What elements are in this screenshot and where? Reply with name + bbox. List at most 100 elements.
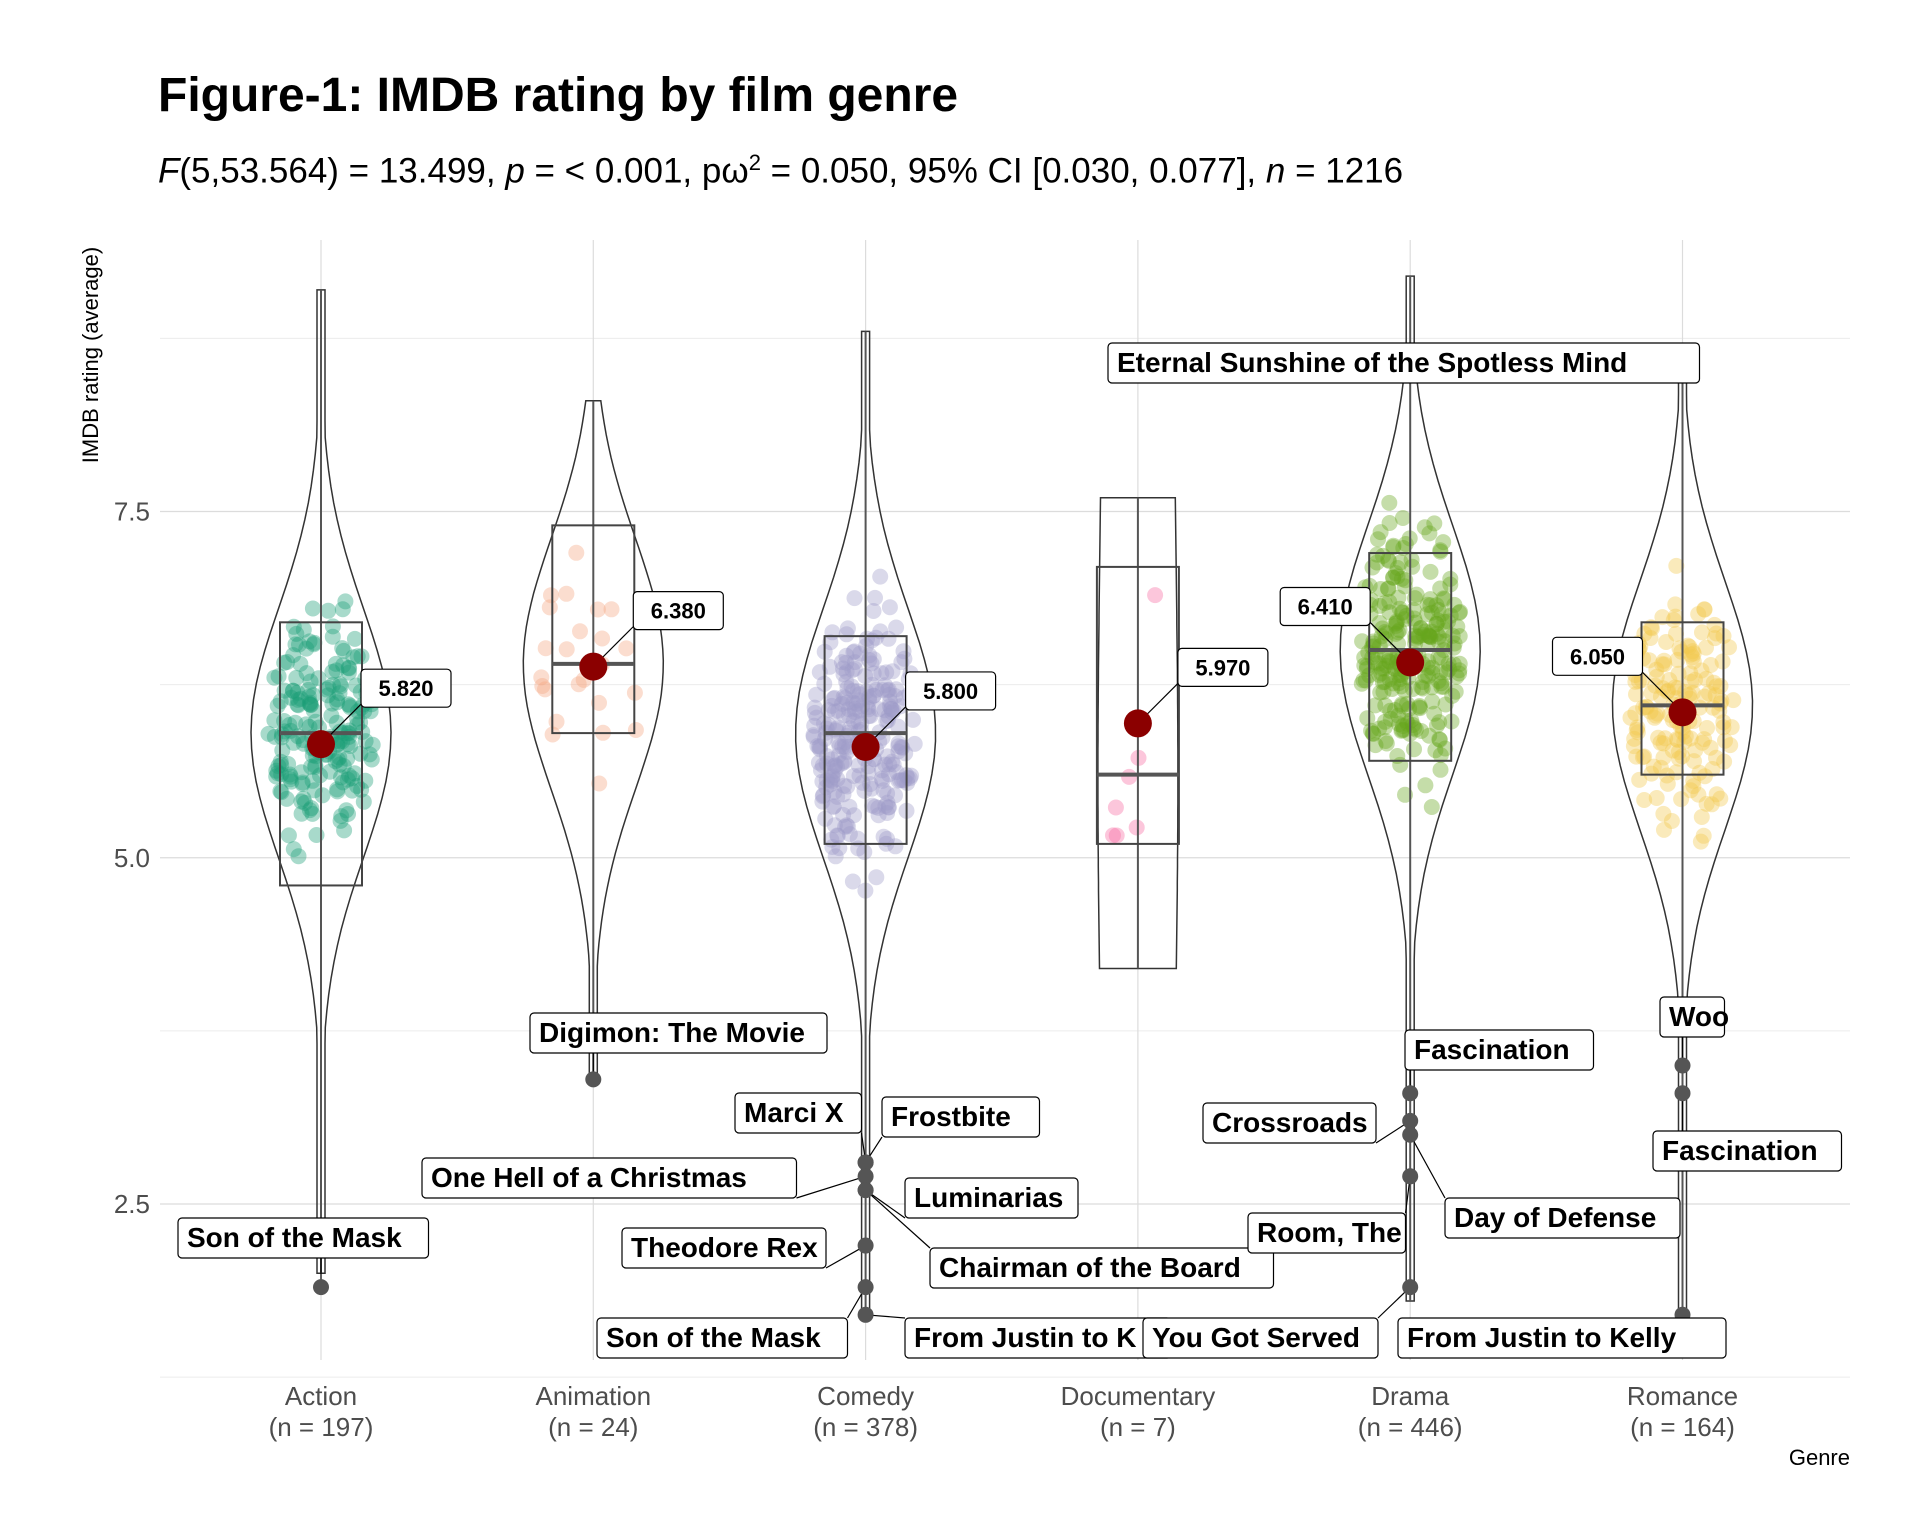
box-romance [1640, 621, 1725, 776]
data-point [1704, 761, 1721, 777]
data-point [627, 722, 644, 738]
data-point [1376, 719, 1393, 736]
data-point [809, 738, 826, 754]
data-point [283, 689, 300, 706]
data-point [878, 664, 895, 681]
outlier-label: Marci X [744, 1097, 844, 1128]
data-point [1380, 653, 1397, 669]
data-point [1372, 581, 1389, 597]
data-point [1685, 772, 1702, 789]
data-point [879, 785, 896, 802]
data-point [1396, 611, 1413, 628]
data-point [839, 743, 855, 760]
data-point [879, 805, 896, 821]
outlier-point [857, 1279, 874, 1296]
chart-subtitle: F(5,53.564) = 13.499, p = < 0.001, pω2 =… [158, 150, 1403, 192]
data-point [329, 694, 346, 711]
outlier-label: Room, The [1257, 1217, 1402, 1248]
outlier-label-box [1397, 1317, 1727, 1359]
data-point [1375, 660, 1392, 677]
data-point [1625, 738, 1642, 755]
outlier-label-box [621, 1227, 827, 1269]
data-point [1427, 742, 1444, 759]
mean-label-drama: 6.410 [1298, 594, 1353, 619]
outlier-point [1402, 1112, 1419, 1129]
data-point [836, 777, 853, 794]
data-point [1685, 645, 1702, 662]
data-point [334, 733, 351, 750]
data-point [1432, 649, 1449, 666]
data-point [305, 636, 322, 653]
data-point [883, 700, 900, 717]
data-point [300, 688, 317, 705]
data-point [851, 686, 868, 703]
data-point [874, 681, 891, 698]
outlier-point [1402, 1168, 1419, 1185]
data-point [873, 770, 890, 787]
data-point [302, 696, 319, 713]
data-point [1431, 731, 1448, 748]
data-point [314, 787, 331, 804]
outlier-leader-line [1409, 1134, 1446, 1199]
data-point [301, 633, 318, 650]
x-tick-count-comedy: (n = 378) [813, 1412, 918, 1442]
data-point [1668, 625, 1684, 642]
x-tick-count-drama: (n = 446) [1358, 1412, 1463, 1442]
data-point [1685, 653, 1702, 670]
data-point [1428, 616, 1445, 632]
data-point [341, 767, 358, 784]
data-point [839, 680, 856, 696]
mean-point-romance [1668, 698, 1697, 727]
data-point [331, 749, 348, 766]
data-point [839, 620, 856, 637]
data-point [334, 601, 351, 618]
data-point [1681, 638, 1698, 655]
data-point [339, 771, 356, 788]
data-point [290, 848, 307, 865]
data-point [1665, 612, 1682, 628]
subtitle-f-args: (5,53.564) = 13.499, [179, 151, 506, 191]
data-point [838, 663, 855, 680]
data-point [1373, 665, 1390, 682]
outlier-leader-line [796, 1175, 866, 1199]
data-point [876, 702, 893, 719]
outlier-label-box [529, 1012, 828, 1054]
data-point [1393, 696, 1410, 713]
data-point [822, 776, 839, 793]
data-point [1371, 666, 1388, 683]
data-point [846, 590, 863, 607]
data-point [303, 800, 320, 817]
data-point [1393, 570, 1410, 587]
violin-animation [522, 399, 665, 1081]
data-point [1426, 705, 1443, 722]
data-point [841, 798, 858, 815]
data-point [301, 718, 318, 735]
outlier-label: Fascination [1414, 1034, 1570, 1065]
data-point [814, 773, 831, 790]
data-point [344, 782, 361, 799]
data-point [841, 826, 858, 843]
data-point [280, 827, 297, 844]
data-point [906, 735, 923, 752]
data-point [327, 753, 344, 770]
data-point [839, 818, 856, 835]
data-point [1354, 633, 1371, 650]
outlier-label: From Justin to Kelly [1407, 1322, 1677, 1353]
outlier-label: Day of Defense [1454, 1202, 1656, 1233]
data-point [1661, 672, 1678, 688]
data-point [1385, 537, 1402, 554]
data-point [1708, 749, 1724, 766]
data-point [1695, 827, 1712, 844]
data-point [905, 711, 921, 728]
data-point [1397, 786, 1413, 803]
data-point [329, 781, 346, 798]
data-point [1693, 662, 1710, 679]
data-point [825, 799, 842, 815]
data-point [1382, 702, 1399, 719]
data-point [1424, 664, 1441, 681]
data-point [288, 625, 305, 642]
data-point [890, 735, 907, 752]
data-point [859, 699, 876, 716]
data-point [851, 702, 868, 719]
data-point [298, 665, 315, 682]
